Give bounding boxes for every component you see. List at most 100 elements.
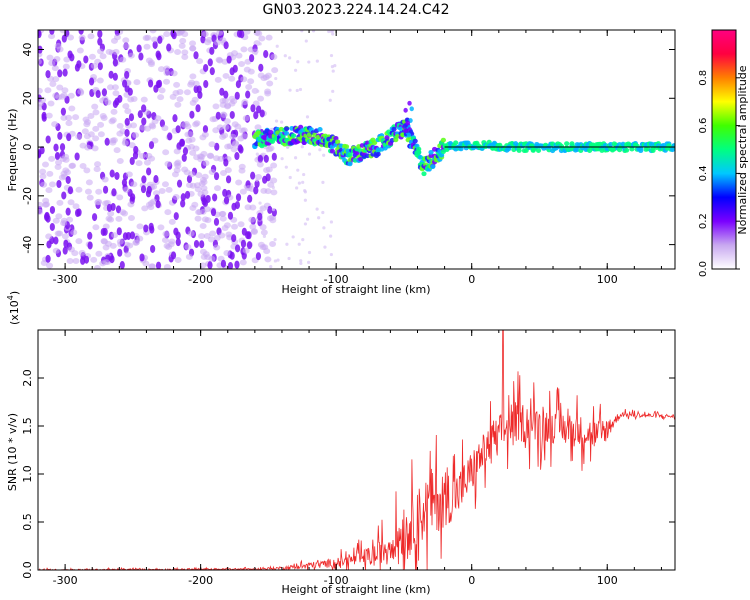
heatmap-cell	[127, 87, 133, 96]
heatmap-cell	[181, 49, 189, 56]
heatmap-cell	[101, 88, 107, 97]
heatmap-cell	[231, 50, 239, 57]
x-tick-label: -200	[188, 574, 213, 587]
heatmap-cell	[421, 171, 427, 177]
heatmap-cell	[288, 88, 292, 92]
heatmap-cell	[107, 210, 115, 217]
heatmap-cell	[92, 224, 100, 231]
heatmap-cell	[67, 92, 75, 99]
heatmap-cell	[174, 49, 182, 56]
heatmap-cell	[240, 46, 248, 53]
heatmap-cell	[238, 145, 244, 154]
heatmap-cell	[327, 30, 331, 34]
heatmap-cell	[45, 214, 51, 223]
heatmap-cell	[223, 41, 229, 50]
heatmap-cell	[207, 58, 213, 67]
heatmap-cell	[209, 116, 217, 123]
heatmap-cell	[56, 230, 64, 237]
heatmap-cell	[189, 149, 197, 156]
multiplier-suffix: )	[8, 291, 21, 295]
heatmap-cell	[121, 210, 129, 217]
x-tick-label: 100	[597, 273, 618, 286]
heatmap-cell	[180, 121, 188, 128]
heatmap-cell	[175, 238, 181, 247]
snr-y-multiplier: (x104)	[6, 291, 21, 325]
heatmap-cell	[92, 125, 100, 132]
heatmap-cell	[231, 234, 237, 243]
heatmap-cell	[49, 80, 57, 87]
heatmap-cell	[321, 210, 325, 215]
heatmap-cell	[230, 98, 238, 105]
heatmap-cell	[166, 43, 172, 52]
heatmap-cell	[138, 52, 144, 61]
heatmap-cell	[128, 142, 136, 149]
heatmap-cell	[322, 226, 326, 230]
heatmap-cell	[61, 233, 69, 240]
heatmap-cell	[329, 234, 333, 238]
heatmap-cell	[247, 194, 253, 203]
heatmap-cell	[234, 201, 241, 210]
heatmap-cell	[40, 181, 48, 188]
heatmap-cell	[93, 265, 101, 269]
heatmap-cell	[137, 110, 143, 119]
heatmap-cell	[254, 179, 260, 188]
heatmap-cell	[97, 121, 105, 128]
y-tick-label: 40	[21, 43, 34, 57]
heatmap-cell	[271, 208, 276, 212]
heatmap-cell	[69, 53, 75, 62]
heatmap-cell	[219, 210, 227, 217]
heatmap-cell	[41, 113, 47, 122]
heatmap-cell	[59, 143, 66, 152]
heatmap-cell	[407, 100, 412, 106]
heatmap-cell	[111, 232, 119, 239]
heatmap-cell	[193, 51, 199, 60]
heatmap-cell	[172, 194, 180, 201]
heatmap-cell	[255, 130, 261, 136]
heatmap-cell	[127, 201, 135, 208]
heatmap-cell	[220, 259, 227, 268]
heatmap-cell	[87, 33, 95, 40]
heatmap-cell	[163, 78, 171, 85]
heatmap-cell	[38, 87, 43, 94]
heatmap-cell	[157, 66, 165, 73]
heatmap-cell	[39, 146, 45, 155]
heatmap-cell	[265, 34, 273, 41]
heatmap-cell	[48, 60, 56, 67]
heatmap-cell	[329, 220, 333, 224]
heatmap-cell	[181, 54, 189, 61]
heatmap-cell	[333, 64, 337, 68]
heatmap-cell	[257, 72, 265, 79]
heatmap-cell	[49, 222, 55, 231]
heatmap-cell	[74, 208, 81, 217]
heatmap-cell	[214, 76, 222, 83]
heatmap-cell	[223, 90, 229, 99]
heatmap-cell	[161, 237, 169, 244]
heatmap-cell	[175, 125, 181, 134]
heatmap-cell	[122, 37, 130, 44]
heatmap-cell	[90, 256, 98, 263]
heatmap-cell	[108, 118, 116, 125]
heatmap-cell	[83, 119, 91, 126]
heatmap-cell	[150, 244, 156, 253]
svg-text:(x104): (x104)	[6, 291, 21, 325]
heatmap-cell	[38, 201, 44, 208]
heatmap-cell	[260, 229, 268, 236]
spectrogram-y-axis-label: Frequency (Hz)	[6, 109, 19, 192]
heatmap-cell	[250, 104, 256, 113]
heatmap-cell	[140, 96, 148, 103]
heatmap-cell	[172, 114, 178, 123]
heatmap-cell	[223, 118, 231, 125]
heatmap-cell	[173, 160, 181, 167]
heatmap-cell	[42, 197, 50, 204]
heatmap-cell	[67, 186, 74, 195]
heatmap-cell	[219, 215, 227, 222]
snr-plot-frame	[37, 329, 676, 571]
heatmap-cell	[173, 167, 181, 174]
heatmap-cell	[258, 35, 266, 42]
heatmap-cell	[220, 112, 228, 119]
heatmap-cell	[130, 96, 138, 103]
heatmap-cell	[212, 103, 220, 110]
heatmap-cell	[48, 33, 56, 40]
heatmap-cell	[180, 199, 186, 208]
heatmap-cell	[256, 105, 262, 114]
